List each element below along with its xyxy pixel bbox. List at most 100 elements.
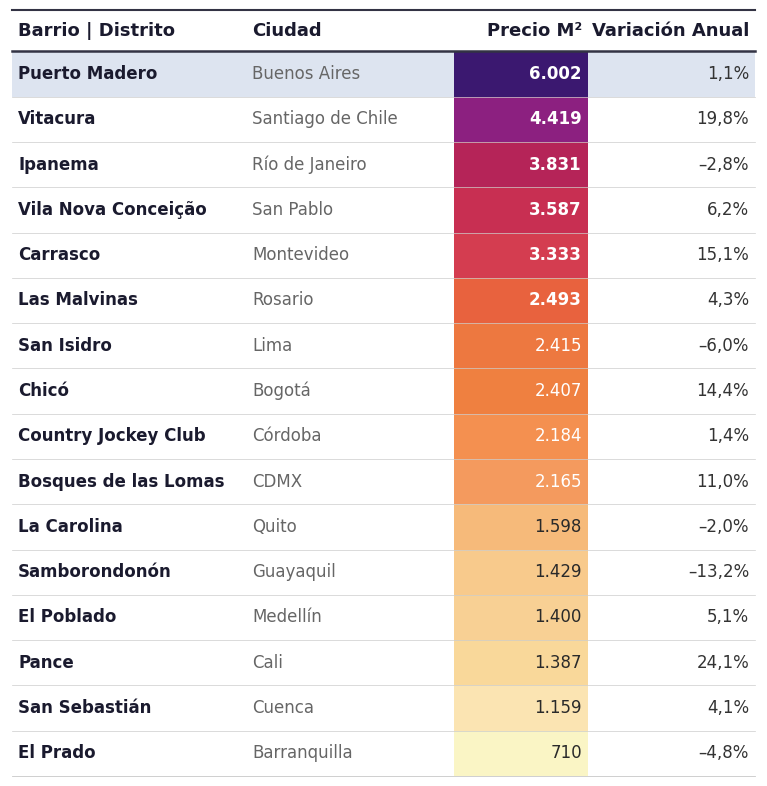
Bar: [588, 595, 755, 640]
Bar: [454, 51, 588, 97]
Text: 5,1%: 5,1%: [707, 608, 749, 626]
Text: Bogotá: Bogotá: [252, 382, 311, 400]
Bar: [454, 187, 588, 233]
Text: Quito: Quito: [252, 518, 297, 536]
Text: Pance: Pance: [18, 654, 74, 672]
Bar: [12, 685, 454, 731]
Text: San Sebastián: San Sebastián: [18, 699, 151, 717]
Text: 4.419: 4.419: [529, 110, 582, 128]
Text: Country Jockey Club: Country Jockey Club: [18, 428, 206, 446]
Text: Bosques de las Lomas: Bosques de las Lomas: [18, 472, 225, 490]
Text: Río de Janeiro: Río de Janeiro: [252, 156, 367, 174]
Bar: [454, 685, 588, 731]
Text: 6,2%: 6,2%: [707, 201, 749, 219]
Text: El Prado: El Prado: [18, 744, 96, 762]
Text: 4,1%: 4,1%: [707, 699, 749, 717]
Text: 2.493: 2.493: [529, 292, 582, 310]
Bar: [588, 369, 755, 413]
Bar: [12, 731, 454, 776]
Text: Santiago de Chile: Santiago de Chile: [252, 110, 398, 128]
Text: El Poblado: El Poblado: [18, 608, 117, 626]
Text: Chicó: Chicó: [18, 382, 69, 400]
Text: 4,3%: 4,3%: [707, 292, 749, 310]
Bar: [454, 369, 588, 413]
Bar: [12, 277, 454, 323]
Text: 3.333: 3.333: [529, 246, 582, 264]
Bar: [588, 413, 755, 459]
Bar: [12, 369, 454, 413]
Text: –2,8%: –2,8%: [699, 156, 749, 174]
Text: 1.429: 1.429: [535, 564, 582, 581]
Text: Las Malvinas: Las Malvinas: [18, 292, 138, 310]
Bar: [454, 142, 588, 187]
Text: 2.407: 2.407: [535, 382, 582, 400]
Bar: [454, 277, 588, 323]
Bar: [12, 97, 454, 142]
Text: –2,0%: –2,0%: [699, 518, 749, 536]
Bar: [588, 277, 755, 323]
Bar: [588, 97, 755, 142]
Text: CDMX: CDMX: [252, 472, 302, 490]
Text: Vitacura: Vitacura: [18, 110, 97, 128]
Text: Guayaquil: Guayaquil: [252, 564, 336, 581]
Text: La Carolina: La Carolina: [18, 518, 123, 536]
Bar: [454, 731, 588, 776]
Bar: [588, 187, 755, 233]
Bar: [588, 459, 755, 505]
Text: Cuenca: Cuenca: [252, 699, 314, 717]
Text: Ciudad: Ciudad: [252, 22, 321, 40]
Text: Buenos Aires: Buenos Aires: [252, 65, 360, 83]
Bar: [588, 323, 755, 369]
Bar: [588, 505, 755, 549]
Text: Montevideo: Montevideo: [252, 246, 349, 264]
Text: Ipanema: Ipanema: [18, 156, 99, 174]
Bar: [588, 731, 755, 776]
Bar: [588, 549, 755, 595]
Bar: [12, 413, 454, 459]
Bar: [588, 233, 755, 277]
Bar: [588, 142, 755, 187]
Text: Cali: Cali: [252, 654, 283, 672]
Text: 11,0%: 11,0%: [696, 472, 749, 490]
Text: San Pablo: San Pablo: [252, 201, 333, 219]
Text: 1.598: 1.598: [535, 518, 582, 536]
Text: 3.587: 3.587: [529, 201, 582, 219]
Bar: [454, 413, 588, 459]
Bar: [588, 51, 755, 97]
Text: San Isidro: San Isidro: [18, 336, 112, 354]
Text: Rosario: Rosario: [252, 292, 314, 310]
Bar: [12, 142, 454, 187]
Text: Lima: Lima: [252, 336, 292, 354]
Bar: [454, 233, 588, 277]
Text: Puerto Madero: Puerto Madero: [18, 65, 157, 83]
Text: 14,4%: 14,4%: [696, 382, 749, 400]
Bar: [12, 640, 454, 685]
Bar: [454, 640, 588, 685]
Bar: [12, 459, 454, 505]
Bar: [12, 323, 454, 369]
Text: Barrio | Distrito: Barrio | Distrito: [18, 22, 175, 40]
Bar: [454, 505, 588, 549]
Text: 2.184: 2.184: [535, 428, 582, 446]
Text: 1.387: 1.387: [535, 654, 582, 672]
Text: Córdoba: Córdoba: [252, 428, 321, 446]
Bar: [12, 187, 454, 233]
Text: Carrasco: Carrasco: [18, 246, 100, 264]
Bar: [454, 595, 588, 640]
Text: 2.165: 2.165: [535, 472, 582, 490]
Text: Barranquilla: Barranquilla: [252, 744, 353, 762]
Bar: [454, 459, 588, 505]
Bar: [12, 549, 454, 595]
Bar: [12, 233, 454, 277]
Bar: [454, 549, 588, 595]
Text: 710: 710: [550, 744, 582, 762]
Text: 3.831: 3.831: [529, 156, 582, 174]
Text: 1,4%: 1,4%: [707, 428, 749, 446]
Bar: [12, 595, 454, 640]
Text: 6.002: 6.002: [529, 65, 582, 83]
Text: –4,8%: –4,8%: [699, 744, 749, 762]
Text: Medellín: Medellín: [252, 608, 322, 626]
Bar: [454, 97, 588, 142]
Text: Variación Anual: Variación Anual: [591, 22, 749, 40]
Text: 2.415: 2.415: [535, 336, 582, 354]
